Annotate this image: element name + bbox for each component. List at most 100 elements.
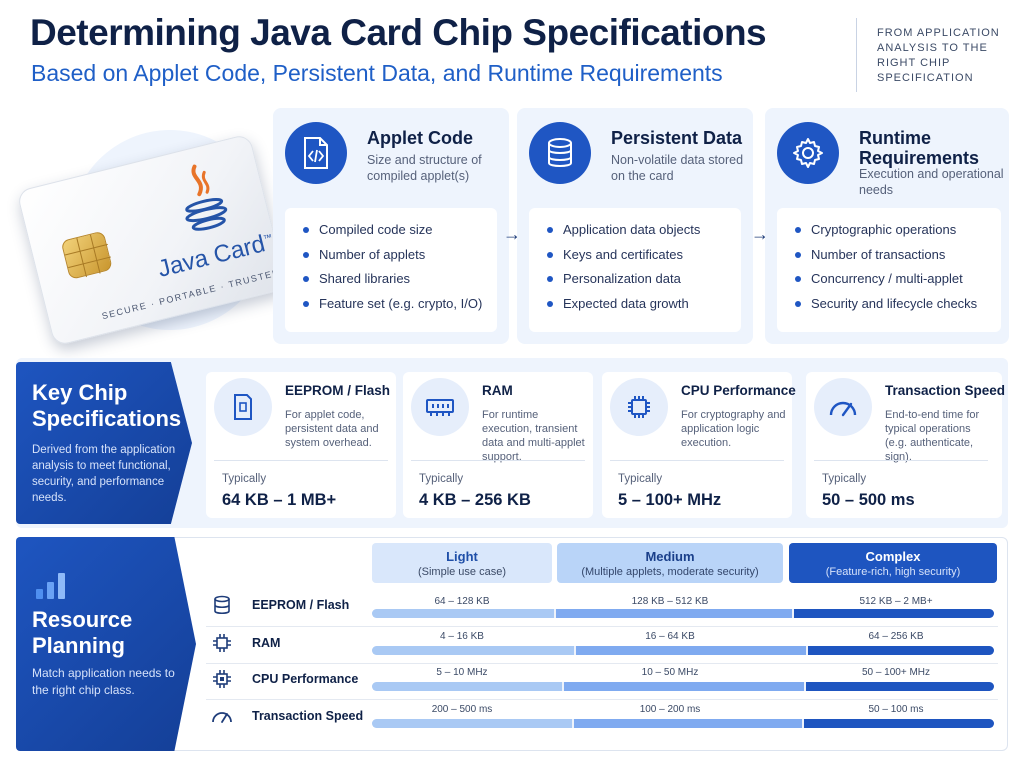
resource-heading-block: Resource Planning Match application need… bbox=[16, 537, 196, 751]
list-item: Shared libraries bbox=[303, 271, 497, 296]
list-item: Application data objects bbox=[547, 222, 741, 247]
spec-title: Transaction Speed bbox=[885, 383, 1006, 398]
list-item: Number of transactions bbox=[795, 247, 1001, 272]
gear-icon bbox=[777, 122, 839, 184]
spec-card-cpu: CPU Performance For cryptography and app… bbox=[602, 372, 796, 518]
bar-chart-icon bbox=[36, 573, 65, 599]
row-label-eeprom: EEPROM / Flash bbox=[210, 590, 349, 620]
column-complex: Complex (Feature-rich, high security) bbox=[789, 543, 997, 583]
spec-card-eeprom: EEPROM / Flash For applet code, persiste… bbox=[206, 372, 396, 518]
cell-value: 512 KB – 2 MB+ bbox=[859, 596, 933, 607]
code-file-icon bbox=[285, 122, 347, 184]
cell-value: 4 – 16 KB bbox=[440, 631, 484, 642]
panel-list: Compiled code size Number of applets Sha… bbox=[285, 208, 497, 332]
list-item: Concurrency / multi-applet bbox=[795, 271, 1001, 296]
list-item: Cryptographic operations bbox=[795, 222, 1001, 247]
page-title: Determining Java Card Chip Specification… bbox=[30, 12, 767, 53]
spec-desc: For cryptography and application logic e… bbox=[681, 409, 786, 449]
column-name: Light bbox=[446, 549, 478, 564]
spec-card-ram: RAM For runtime execution, transient dat… bbox=[403, 372, 593, 518]
cell-value: 64 – 256 KB bbox=[868, 631, 924, 642]
panel-runtime-requirements: Runtime Requirements Execution and opera… bbox=[765, 108, 1009, 344]
cell-value: 5 – 10 MHz bbox=[436, 667, 488, 678]
memory-card-icon bbox=[214, 378, 272, 436]
row-label-ram: RAM bbox=[210, 628, 280, 658]
java-card: Java Card™ SECURE · PORTABLE · TRUSTED bbox=[16, 133, 288, 347]
cell-value: 50 – 100 ms bbox=[868, 704, 924, 715]
cell-value: 10 – 50 MHz bbox=[641, 667, 699, 678]
resource-heading: Resource Planning bbox=[32, 607, 133, 658]
panel-applet-code: Applet Code Size and structure of compil… bbox=[273, 108, 509, 344]
resource-desc: Match application needs to the right chi… bbox=[32, 666, 175, 697]
list-item: Personalization data bbox=[547, 271, 741, 296]
speedometer-icon bbox=[814, 378, 872, 436]
panel-desc: Size and structure of compiled applet(s) bbox=[367, 153, 482, 183]
column-sub: (Simple use case) bbox=[417, 566, 507, 578]
speedometer-icon bbox=[210, 708, 234, 724]
typically-label: Typically bbox=[419, 473, 464, 485]
spec-desc: End-to-end time for typical operations (… bbox=[885, 409, 980, 463]
panel-persistent-data: Persistent Data Non-volatile data stored… bbox=[517, 108, 753, 344]
spec-value: 64 KB – 1 MB+ bbox=[222, 491, 337, 509]
header-note: FROM APPLICATION ANALYSIS TO THE RIGHT C… bbox=[877, 27, 1000, 84]
column-sub: (Multiple applets, moderate security) bbox=[581, 566, 759, 578]
panel-title: Applet Code bbox=[367, 128, 473, 148]
list-item: Compiled code size bbox=[303, 222, 497, 247]
typically-label: Typically bbox=[618, 473, 663, 485]
spec-value: 4 KB – 256 KB bbox=[419, 491, 531, 509]
spec-desc: Derived from the application analysis to… bbox=[32, 444, 176, 504]
spec-desc: For applet code, persistent data and sys… bbox=[285, 409, 379, 449]
spec-value: 50 – 500 ms bbox=[822, 491, 915, 509]
row-label-cpu: CPU Performance bbox=[210, 664, 358, 694]
column-name: Complex bbox=[865, 549, 921, 564]
range-bar bbox=[372, 719, 994, 728]
cell-value: 64 – 128 KB bbox=[434, 596, 490, 607]
spec-title: EEPROM / Flash bbox=[285, 383, 391, 398]
spec-value: 5 – 100+ MHz bbox=[618, 491, 722, 509]
spec-desc: For runtime execution, transient data an… bbox=[482, 409, 585, 463]
column-name: Medium bbox=[645, 549, 695, 564]
typically-label: Typically bbox=[822, 473, 867, 485]
cpu-icon bbox=[610, 378, 668, 436]
cell-value: 128 KB – 512 KB bbox=[631, 596, 709, 607]
panel-title: Persistent Data bbox=[611, 128, 743, 148]
spec-title: RAM bbox=[482, 383, 513, 398]
row-label-transaction: Transaction Speed bbox=[210, 701, 363, 731]
column-light: Light (Simple use case) bbox=[372, 543, 552, 583]
panel-list: Application data objects Keys and certif… bbox=[529, 208, 741, 332]
panel-desc: Non-volatile data stored on the card bbox=[611, 153, 744, 183]
panel-list: Cryptographic operations Number of trans… bbox=[777, 208, 1001, 332]
cell-value: 100 – 200 ms bbox=[639, 704, 701, 715]
spec-heading: Key Chip Specifications bbox=[32, 380, 182, 431]
page-subtitle: Based on Applet Code, Persistent Data, a… bbox=[31, 60, 723, 86]
list-item: Expected data growth bbox=[547, 296, 741, 321]
cell-value: 16 – 64 KB bbox=[645, 631, 695, 642]
spec-heading-block: Key Chip Specifications Derived from the… bbox=[16, 362, 192, 524]
cell-value: 200 – 500 ms bbox=[431, 704, 493, 715]
range-bar bbox=[372, 646, 994, 655]
list-item: Keys and certificates bbox=[547, 247, 741, 272]
cell-value: 50 – 100+ MHz bbox=[861, 667, 931, 678]
list-item: Number of applets bbox=[303, 247, 497, 272]
typically-label: Typically bbox=[222, 473, 267, 485]
spec-title: CPU Performance bbox=[681, 383, 796, 398]
list-item: Feature set (e.g. crypto, I/O) bbox=[303, 296, 497, 321]
panel-desc: Execution and operational needs bbox=[859, 167, 1004, 197]
database-icon bbox=[529, 122, 591, 184]
cpu-icon bbox=[210, 669, 234, 689]
java-card-illustration: Java Card™ SECURE · PORTABLE · TRUSTED bbox=[10, 120, 288, 350]
ram-icon bbox=[411, 378, 469, 436]
java-cup-icon bbox=[185, 164, 228, 231]
range-bar bbox=[372, 609, 994, 618]
panel-title: Runtime Requirements bbox=[859, 128, 980, 168]
smart-chip-icon bbox=[60, 230, 113, 280]
chip-icon bbox=[210, 633, 234, 653]
arrow-icon: → bbox=[751, 224, 769, 244]
spec-card-transaction: Transaction Speed End-to-end time for ty… bbox=[806, 372, 1006, 518]
list-item: Security and lifecycle checks bbox=[795, 296, 1001, 321]
column-medium: Medium (Multiple applets, moderate secur… bbox=[557, 543, 783, 583]
arrow-icon: → bbox=[503, 224, 521, 244]
header-divider bbox=[856, 18, 857, 92]
column-sub: (Feature-rich, high security) bbox=[825, 566, 961, 578]
database-icon bbox=[210, 595, 234, 615]
